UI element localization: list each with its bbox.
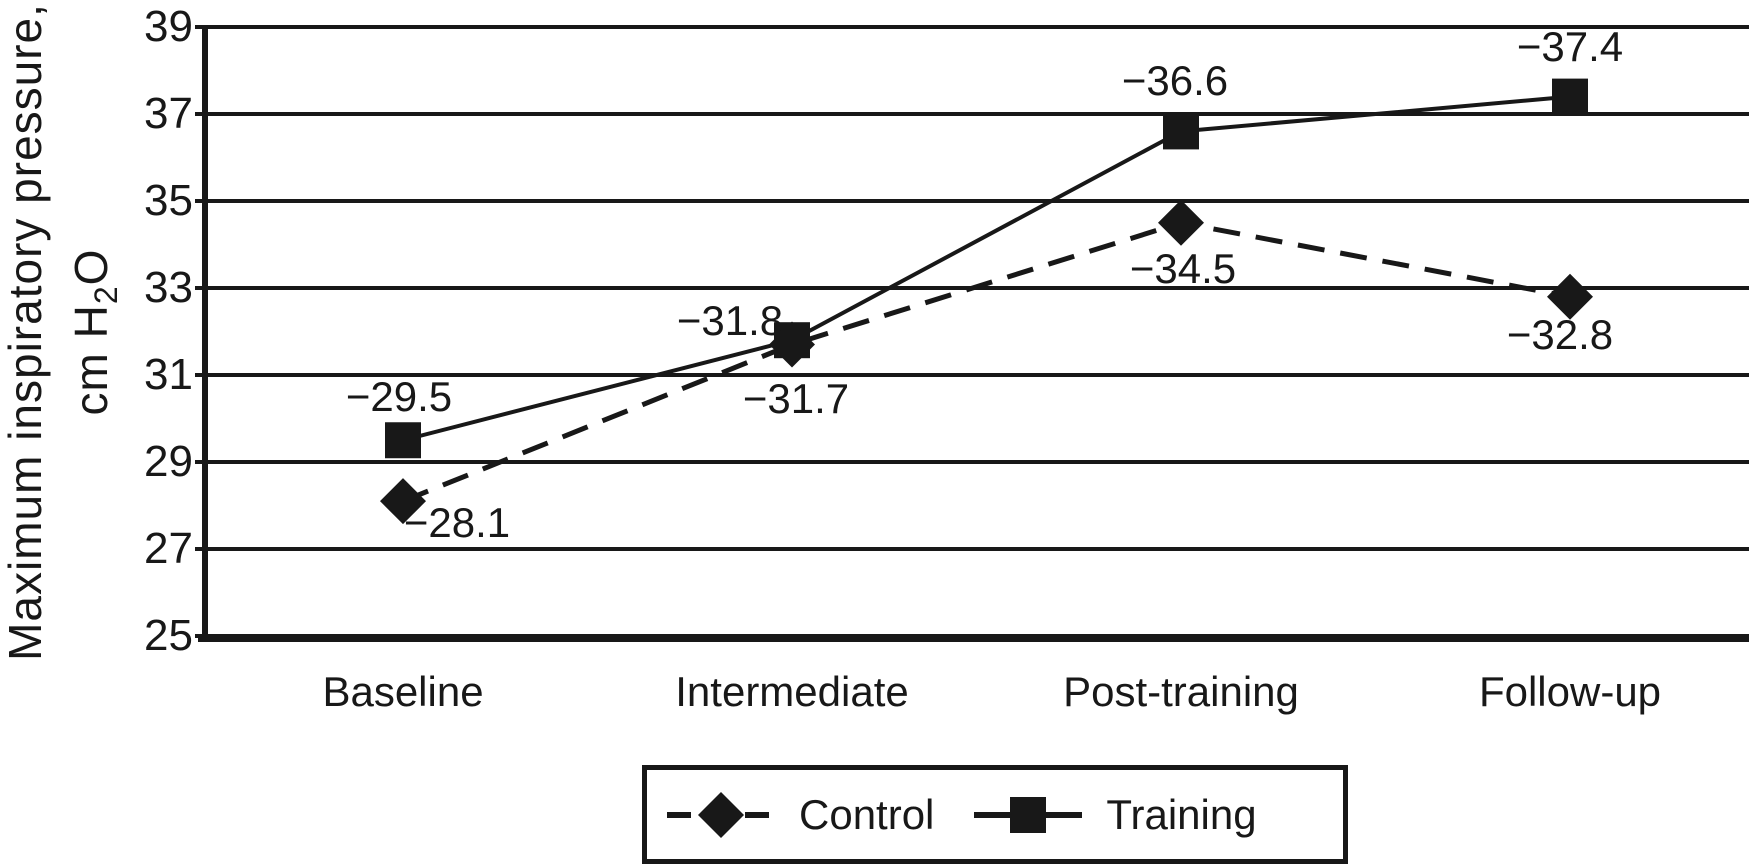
legend: Control Training [642, 765, 1348, 864]
y-axis-line [202, 25, 208, 642]
legend-training-marker-icon [974, 796, 1083, 833]
data-label-training-baseline: −29.5 [345, 373, 453, 421]
y-tick-label: 35 [144, 176, 193, 225]
y-tick-label: 27 [144, 524, 193, 573]
y-tick-mark [195, 286, 208, 290]
gridline [207, 199, 1749, 203]
marker-training-follow-up [1552, 78, 1588, 115]
x-tick-label-post-training: Post-training [1063, 668, 1299, 715]
data-label-training-post-training: −36.6 [1121, 57, 1229, 105]
legend-control-marker-icon [667, 791, 775, 838]
y-tick-label: 39 [144, 2, 193, 51]
x-tick-label-follow-up: Follow-up [1478, 668, 1662, 715]
data-label-control-post-training: −34.5 [1129, 244, 1237, 292]
gridline [207, 547, 1749, 551]
y-tick-label: 29 [144, 437, 193, 486]
gridline [207, 286, 1749, 290]
x-tick-label-intermediate: Intermediate [675, 668, 909, 715]
data-label-training-follow-up: −37.4 [1516, 22, 1624, 70]
y-tick-label: 25 [144, 611, 193, 660]
y-tick-label: 31 [144, 350, 193, 399]
gridline [207, 25, 1749, 29]
y-tick-label: 33 [144, 263, 193, 312]
y-tick-mark [195, 25, 208, 29]
y-tick-mark [195, 460, 208, 464]
y-tick-mark [195, 199, 208, 203]
y-tick-mark [195, 547, 208, 551]
data-label-control-intermediate: −31.7 [742, 374, 850, 422]
gridline [207, 460, 1749, 464]
x-axis-line [198, 636, 1749, 642]
legend-control-label: Control [799, 790, 935, 838]
x-tick-label-baseline: Baseline [322, 668, 484, 715]
marker-control-post-training [1158, 199, 1204, 246]
series-line-training [402, 94, 1571, 443]
legend-training-label: Training [1106, 790, 1257, 838]
data-label-control-follow-up: −32.8 [1506, 310, 1614, 358]
y-tick-label: 37 [144, 89, 193, 138]
marker-training-post-training [1163, 113, 1199, 150]
marker-training-baseline [385, 422, 421, 459]
y-tick-mark [195, 373, 208, 377]
y-axis-title-line1: Maximum inspiratory pressure, [0, 3, 51, 661]
data-label-training-intermediate: −31.8 [676, 297, 784, 345]
gridline [207, 112, 1749, 116]
y-tick-mark [195, 112, 208, 116]
data-label-control-baseline: −28.1 [403, 499, 511, 547]
